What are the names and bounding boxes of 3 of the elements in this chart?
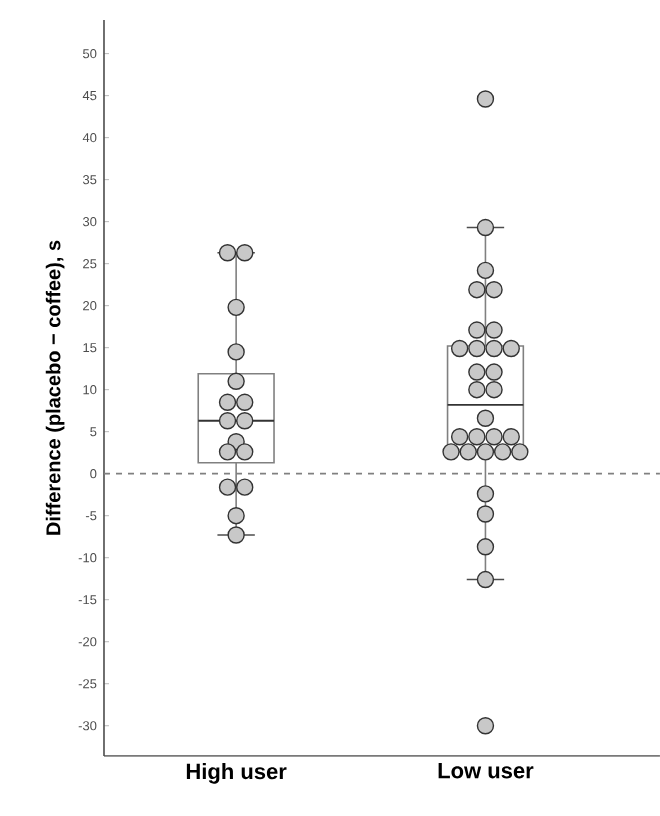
x-tick-label: Low user (438, 763, 534, 779)
x-tick-label: High user (186, 763, 287, 784)
y-axis-title: Difference (placebo − coffee), s (45, 240, 65, 535)
